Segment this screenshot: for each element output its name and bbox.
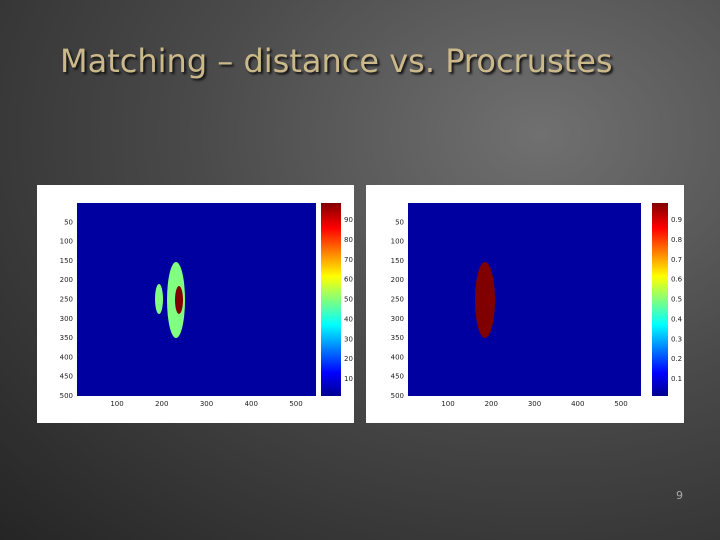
- blob: [475, 262, 495, 338]
- colorbar-tick-label: 20: [344, 355, 353, 363]
- colorbar-tick-label: 0.7: [671, 256, 682, 264]
- colorbar-tick-label: 90: [344, 216, 353, 224]
- x-tick-label: 400: [571, 400, 584, 408]
- colorbar-tick-label: 0.5: [671, 296, 682, 304]
- x-tick-label: 400: [245, 400, 258, 408]
- y-tick-label: 100: [391, 238, 404, 246]
- y-tick-label: 500: [60, 392, 73, 400]
- heatmap: [408, 203, 641, 396]
- heatmap: [77, 203, 316, 396]
- colorbar-tick-label: 0.4: [671, 315, 683, 323]
- x-tick-label: 100: [110, 400, 123, 408]
- colorbar-tick-label: 80: [344, 236, 353, 244]
- colorbar-tick-label: 0.3: [671, 335, 682, 343]
- x-tick-label: 500: [614, 400, 627, 408]
- colorbar-tick-label: 60: [344, 276, 353, 284]
- page-number: 9: [676, 489, 683, 502]
- y-tick-label: 150: [60, 257, 73, 265]
- y-tick-label: 250: [60, 296, 73, 304]
- y-tick-label: 300: [60, 315, 73, 323]
- x-tick-label: 200: [155, 400, 168, 408]
- colorbar-tick-label: 40: [344, 315, 353, 323]
- colorbar-tick-label: 0.6: [671, 276, 683, 284]
- y-tick-label: 450: [60, 373, 73, 381]
- y-tick-label: 500: [391, 392, 404, 400]
- y-tick-label: 400: [60, 353, 73, 361]
- y-tick-label: 300: [391, 315, 404, 323]
- y-tick-label: 250: [391, 296, 404, 304]
- y-tick-label: 100: [60, 238, 73, 246]
- colorbar-tick-label: 50: [344, 296, 353, 304]
- y-tick-label: 200: [60, 276, 73, 284]
- y-tick-label: 350: [60, 334, 73, 342]
- y-tick-label: 50: [64, 218, 73, 226]
- colorbar: [321, 203, 341, 396]
- y-tick-label: 450: [391, 373, 404, 381]
- y-tick-label: 150: [391, 257, 404, 265]
- colorbar-tick-label: 10: [344, 375, 353, 383]
- colorbar-tick-label: 0.8: [671, 236, 682, 244]
- colorbar-tick-label: 70: [344, 256, 353, 264]
- blob: [175, 286, 183, 314]
- colorbar-tick-label: 0.2: [671, 355, 682, 363]
- y-tick-label: 50: [395, 218, 404, 226]
- x-tick-label: 200: [485, 400, 498, 408]
- x-tick-label: 100: [441, 400, 454, 408]
- x-tick-label: 300: [528, 400, 541, 408]
- y-tick-label: 350: [391, 334, 404, 342]
- slide-title: Matching – distance vs. Procrustes: [60, 42, 613, 80]
- x-tick-label: 500: [289, 400, 302, 408]
- y-tick-label: 400: [391, 353, 404, 361]
- y-tick-label: 200: [391, 276, 404, 284]
- colorbar: [652, 203, 668, 396]
- x-tick-label: 300: [200, 400, 213, 408]
- blob: [155, 284, 163, 314]
- colorbar-tick-label: 0.1: [671, 375, 682, 383]
- colorbar-tick-label: 30: [344, 335, 353, 343]
- colorbar-tick-label: 0.9: [671, 216, 682, 224]
